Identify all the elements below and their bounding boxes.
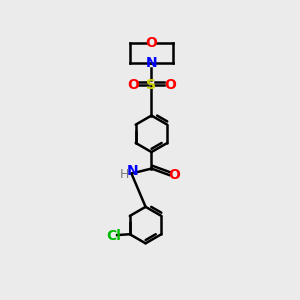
Text: N: N: [127, 164, 138, 178]
Text: O: O: [146, 35, 158, 50]
Text: O: O: [127, 78, 139, 92]
Text: O: O: [164, 78, 176, 92]
Text: H: H: [120, 168, 129, 181]
Text: N: N: [146, 56, 157, 70]
Text: O: O: [169, 168, 180, 182]
Text: S: S: [146, 78, 157, 92]
Text: Cl: Cl: [106, 229, 121, 243]
